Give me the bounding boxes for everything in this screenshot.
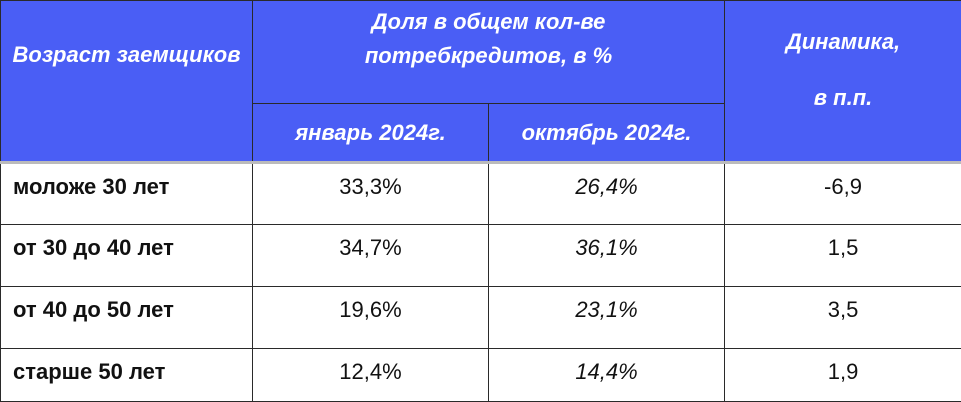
header-dynamics-label: Динамика,	[725, 29, 961, 55]
age-cell: старше 50 лет	[1, 349, 253, 402]
jan-cell: 33,3%	[253, 163, 489, 225]
header-dynamics-unit: в п.п.	[725, 85, 961, 111]
table-row: старше 50 лет 12,4% 14,4% 1,9	[1, 349, 961, 402]
table-row: моложе 30 лет 33,3% 26,4% -6,9	[1, 163, 961, 225]
header-oct: октябрь 2024г.	[489, 104, 725, 163]
oct-cell: 26,4%	[489, 163, 725, 225]
dynamics-cell: 1,5	[725, 225, 961, 287]
dynamics-cell: 3,5	[725, 287, 961, 349]
oct-cell: 23,1%	[489, 287, 725, 349]
age-cell: моложе 30 лет	[1, 163, 253, 225]
jan-cell: 34,7%	[253, 225, 489, 287]
oct-cell: 14,4%	[489, 349, 725, 402]
header-age: Возраст заемщиков	[1, 1, 253, 163]
jan-cell: 19,6%	[253, 287, 489, 349]
oct-cell: 36,1%	[489, 225, 725, 287]
header-jan: январь 2024г.	[253, 104, 489, 163]
age-cell: от 40 до 50 лет	[1, 287, 253, 349]
header-share: Доля в общем кол-ве потребкредитов, в %	[253, 1, 725, 104]
age-cell: от 30 до 40 лет	[1, 225, 253, 287]
table-row: от 30 до 40 лет 34,7% 36,1% 1,5	[1, 225, 961, 287]
dynamics-cell: 1,9	[725, 349, 961, 402]
jan-cell: 12,4%	[253, 349, 489, 402]
dynamics-cell: -6,9	[725, 163, 961, 225]
header-dynamics: Динамика, в п.п.	[725, 1, 961, 163]
table-row: от 40 до 50 лет 19,6% 23,1% 3,5	[1, 287, 961, 349]
